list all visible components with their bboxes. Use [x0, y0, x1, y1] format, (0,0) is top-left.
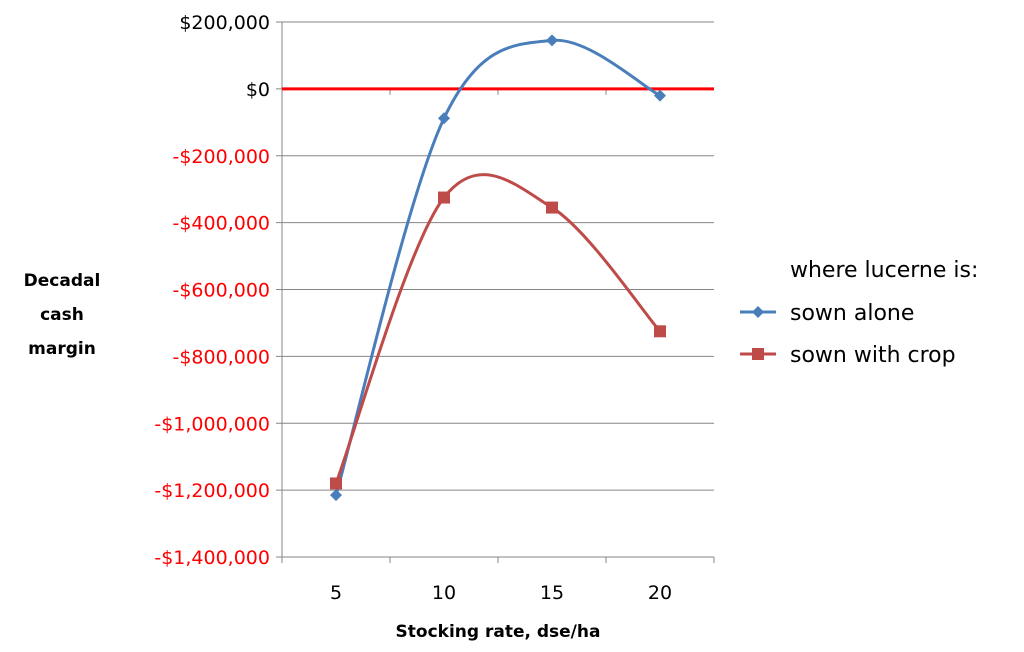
- data-point: [546, 34, 558, 47]
- y-axis-title-line-1: Decadal: [24, 271, 101, 291]
- legend: where lucerne is: sown alone sown with cr…: [740, 258, 978, 368]
- legend-items: sown alone sown with crop: [740, 301, 956, 368]
- data-point: [438, 191, 450, 204]
- legend-label: sown with crop: [790, 343, 956, 368]
- y-tick-label: $200,000: [179, 12, 270, 34]
- data-point: [438, 112, 450, 125]
- data-point: [654, 89, 666, 102]
- legend-item: sown alone: [740, 301, 914, 326]
- data-point: [330, 477, 342, 490]
- series-sown-alone: [330, 34, 666, 502]
- x-tick-label: 5: [330, 582, 342, 604]
- x-tick-label: 15: [540, 582, 564, 604]
- x-axis-title: Stocking rate, dse/ha: [396, 622, 601, 642]
- legend-label: sown alone: [790, 301, 914, 326]
- y-axis-title-line-3: margin: [28, 339, 96, 359]
- x-tick-label: 20: [648, 582, 672, 604]
- legend-swatch-marker: [752, 306, 764, 318]
- series-line: [334, 173, 662, 484]
- y-tick-label: -$600,000: [172, 280, 270, 302]
- y-tick-labels: $200,000 $0 -$200,000 -$400,000 -$600,000 -$8…: [154, 12, 270, 569]
- series-line: [334, 38, 661, 496]
- data-point: [654, 325, 666, 338]
- legend-heading: where lucerne is:: [790, 258, 978, 283]
- y-tick-label: $0: [246, 79, 270, 101]
- x-tick-labels: 5 10 15 20: [281, 88, 715, 604]
- y-tick-label: -$400,000: [172, 213, 270, 235]
- y-axis-title-line-2: cash: [40, 305, 84, 325]
- y-tick-label: -$1,400,000: [154, 547, 270, 569]
- series-sown-with-crop: [330, 173, 666, 490]
- y-tick-label: -$800,000: [172, 346, 270, 368]
- legend-swatch-marker: [752, 348, 764, 360]
- y-tick-label: -$1,000,000: [154, 413, 270, 435]
- series-group: [330, 34, 666, 502]
- data-point: [546, 201, 558, 214]
- y-tick-label: -$1,200,000: [154, 480, 270, 502]
- x-tick-label: 10: [432, 582, 456, 604]
- y-tick-label: -$200,000: [172, 146, 270, 168]
- legend-item: sown with crop: [740, 343, 956, 368]
- data-point: [330, 489, 342, 502]
